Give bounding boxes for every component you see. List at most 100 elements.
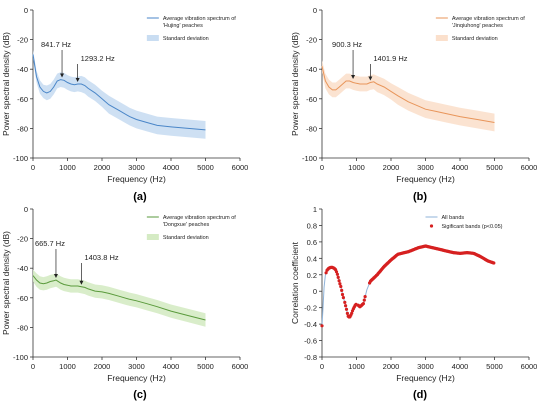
significant-marker [341, 296, 345, 300]
y-tick-label: -20 [306, 36, 317, 45]
y-tick-label: -80 [17, 323, 28, 332]
x-tick-label: 4000 [163, 362, 180, 371]
annotation-arrowhead [75, 78, 80, 82]
y-tick-label: 0 [24, 205, 28, 214]
x-tick-label: 1000 [348, 362, 365, 371]
x-tick-label: 0 [31, 163, 35, 172]
panel-a: (a) 0-20-40-60-80-1000 1000 2000 3000 4000 50… [1, 6, 248, 203]
x-axis-label: Frequency (Hz) [107, 174, 166, 184]
legend-band-swatch [146, 35, 159, 41]
legend-series-label: Average vibration spectrum of [163, 16, 236, 22]
x-tick-label: 5000 [486, 163, 503, 172]
panel-c: (c) 0-20-40-60-80-1000 1000 2000 3000 4000 50… [1, 205, 248, 401]
significant-marker [335, 272, 339, 276]
x-tick-label: 6000 [521, 163, 538, 172]
significant-marker [324, 271, 328, 275]
y-tick-label: -0.8 [304, 353, 317, 362]
significant-marker [345, 311, 349, 315]
y-tick-label: -0.6 [304, 337, 317, 346]
significant-marker [343, 300, 347, 304]
std-band [33, 269, 206, 327]
significant-marker [361, 302, 365, 306]
significant-marker [338, 282, 342, 286]
y-tick-label: 0 [24, 6, 28, 15]
y-tick-label: -0.2 [304, 304, 317, 313]
x-tick-label: 3000 [417, 362, 434, 371]
significant-marker [344, 307, 349, 311]
y-tick-label: -60 [17, 294, 28, 303]
significant-marker [350, 311, 354, 315]
panel-d-label: (d) [413, 389, 427, 401]
y-tick-label: -40 [17, 65, 28, 74]
significant-marker [492, 261, 496, 265]
significant-marker [337, 279, 341, 283]
mean-line [32, 275, 206, 321]
legend-significant-label: Sigificant bands (p<0.05) [442, 224, 503, 230]
significant-marker [336, 275, 340, 279]
annotation-arrowhead [60, 73, 65, 78]
y-tick-label: -0.4 [304, 320, 317, 329]
x-tick-label: 3000 [128, 362, 145, 371]
y-tick-label: -100 [13, 353, 28, 362]
y-tick-label: 0.2 [307, 271, 317, 280]
panel-d: (d) 10.80.60.40.20-0.2-0.4-0.6-0.80 1000 2… [290, 205, 537, 401]
panel-a-label: (a) [133, 191, 147, 203]
peak-annotation: 1401.9 Hz [373, 54, 407, 63]
annotation-arrowhead [53, 274, 58, 279]
y-tick-label: -40 [306, 65, 317, 74]
peak-annotation: 1403.8 Hz [84, 253, 118, 262]
annotation-arrowhead [351, 75, 356, 80]
significant-marker [340, 292, 345, 297]
x-tick-label: 4000 [452, 362, 469, 371]
significant-marker [339, 284, 343, 289]
legend-band-label: Standard deviation [452, 36, 498, 42]
x-tick-label: 3000 [417, 163, 434, 172]
std-band [322, 60, 495, 132]
legend-marker-swatch [429, 224, 434, 228]
panel-b: (b) 0-20-40-60-80-1000 1000 2000 3000 4000 50… [290, 6, 537, 203]
y-tick-label: 1 [313, 205, 317, 214]
panel-b-label: (b) [413, 191, 427, 203]
y-tick-label: 0.8 [307, 221, 317, 230]
x-tick-label: 5000 [197, 163, 214, 172]
peak-annotation: 665.7 Hz [35, 239, 65, 248]
significant-marker [362, 298, 366, 302]
significant-marker [334, 270, 339, 274]
y-tick-label: 0.6 [307, 238, 317, 247]
x-axis-label: Frequency (Hz) [396, 174, 455, 184]
legend-series-label-cont: 'Dongxue' peaches [163, 222, 210, 228]
x-tick-label: 0 [320, 362, 324, 371]
y-tick-label: 0 [313, 287, 317, 296]
y-tick-label: 0.4 [307, 254, 317, 263]
x-tick-label: 1000 [348, 163, 365, 172]
x-tick-label: 5000 [197, 362, 214, 371]
mean-line [321, 66, 495, 123]
annotation-arrowhead [79, 280, 84, 285]
x-tick-label: 6000 [521, 362, 538, 371]
peak-annotation: 1293.2 Hz [81, 54, 115, 63]
y-axis-label: Correlation coefficient [290, 241, 300, 324]
y-axis-label: Power spectral density (dB) [1, 32, 11, 136]
x-tick-label: 0 [320, 163, 324, 172]
mean-line [32, 54, 206, 131]
std-band [33, 50, 206, 139]
legend-series-label: Average vibration spectrum of [452, 16, 525, 22]
y-tick-label: 0 [313, 6, 317, 15]
y-tick-label: -80 [17, 124, 28, 133]
peak-annotation: 900.3 Hz [332, 40, 362, 49]
legend-band-swatch [146, 234, 159, 240]
y-tick-label: -100 [302, 154, 317, 163]
x-tick-label: 1000 [59, 362, 76, 371]
y-axis-label: Power spectral density (dB) [1, 231, 11, 335]
x-tick-label: 2000 [383, 362, 400, 371]
x-tick-label: 2000 [94, 163, 111, 172]
y-tick-label: -80 [306, 124, 317, 133]
legend-band-label: Standard deviation [163, 235, 209, 241]
y-tick-label: -100 [13, 154, 28, 163]
x-tick-label: 4000 [452, 163, 469, 172]
annotation-arrowhead [368, 76, 373, 81]
legend-series-label-cont: 'Jinqiuhong' peaches [452, 23, 503, 29]
y-tick-label: -20 [17, 235, 28, 244]
x-tick-label: 2000 [94, 362, 111, 371]
